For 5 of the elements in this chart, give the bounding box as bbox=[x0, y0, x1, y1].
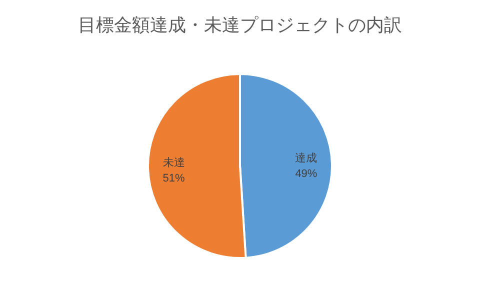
slice-label: 達成 bbox=[295, 152, 318, 165]
chart-title: 目標金額達成・未達プロジェクトの内訳 bbox=[78, 15, 402, 35]
slice-label: 未達 bbox=[162, 156, 185, 169]
data-label: 49% bbox=[295, 168, 318, 180]
data-label: 51% bbox=[162, 172, 186, 184]
